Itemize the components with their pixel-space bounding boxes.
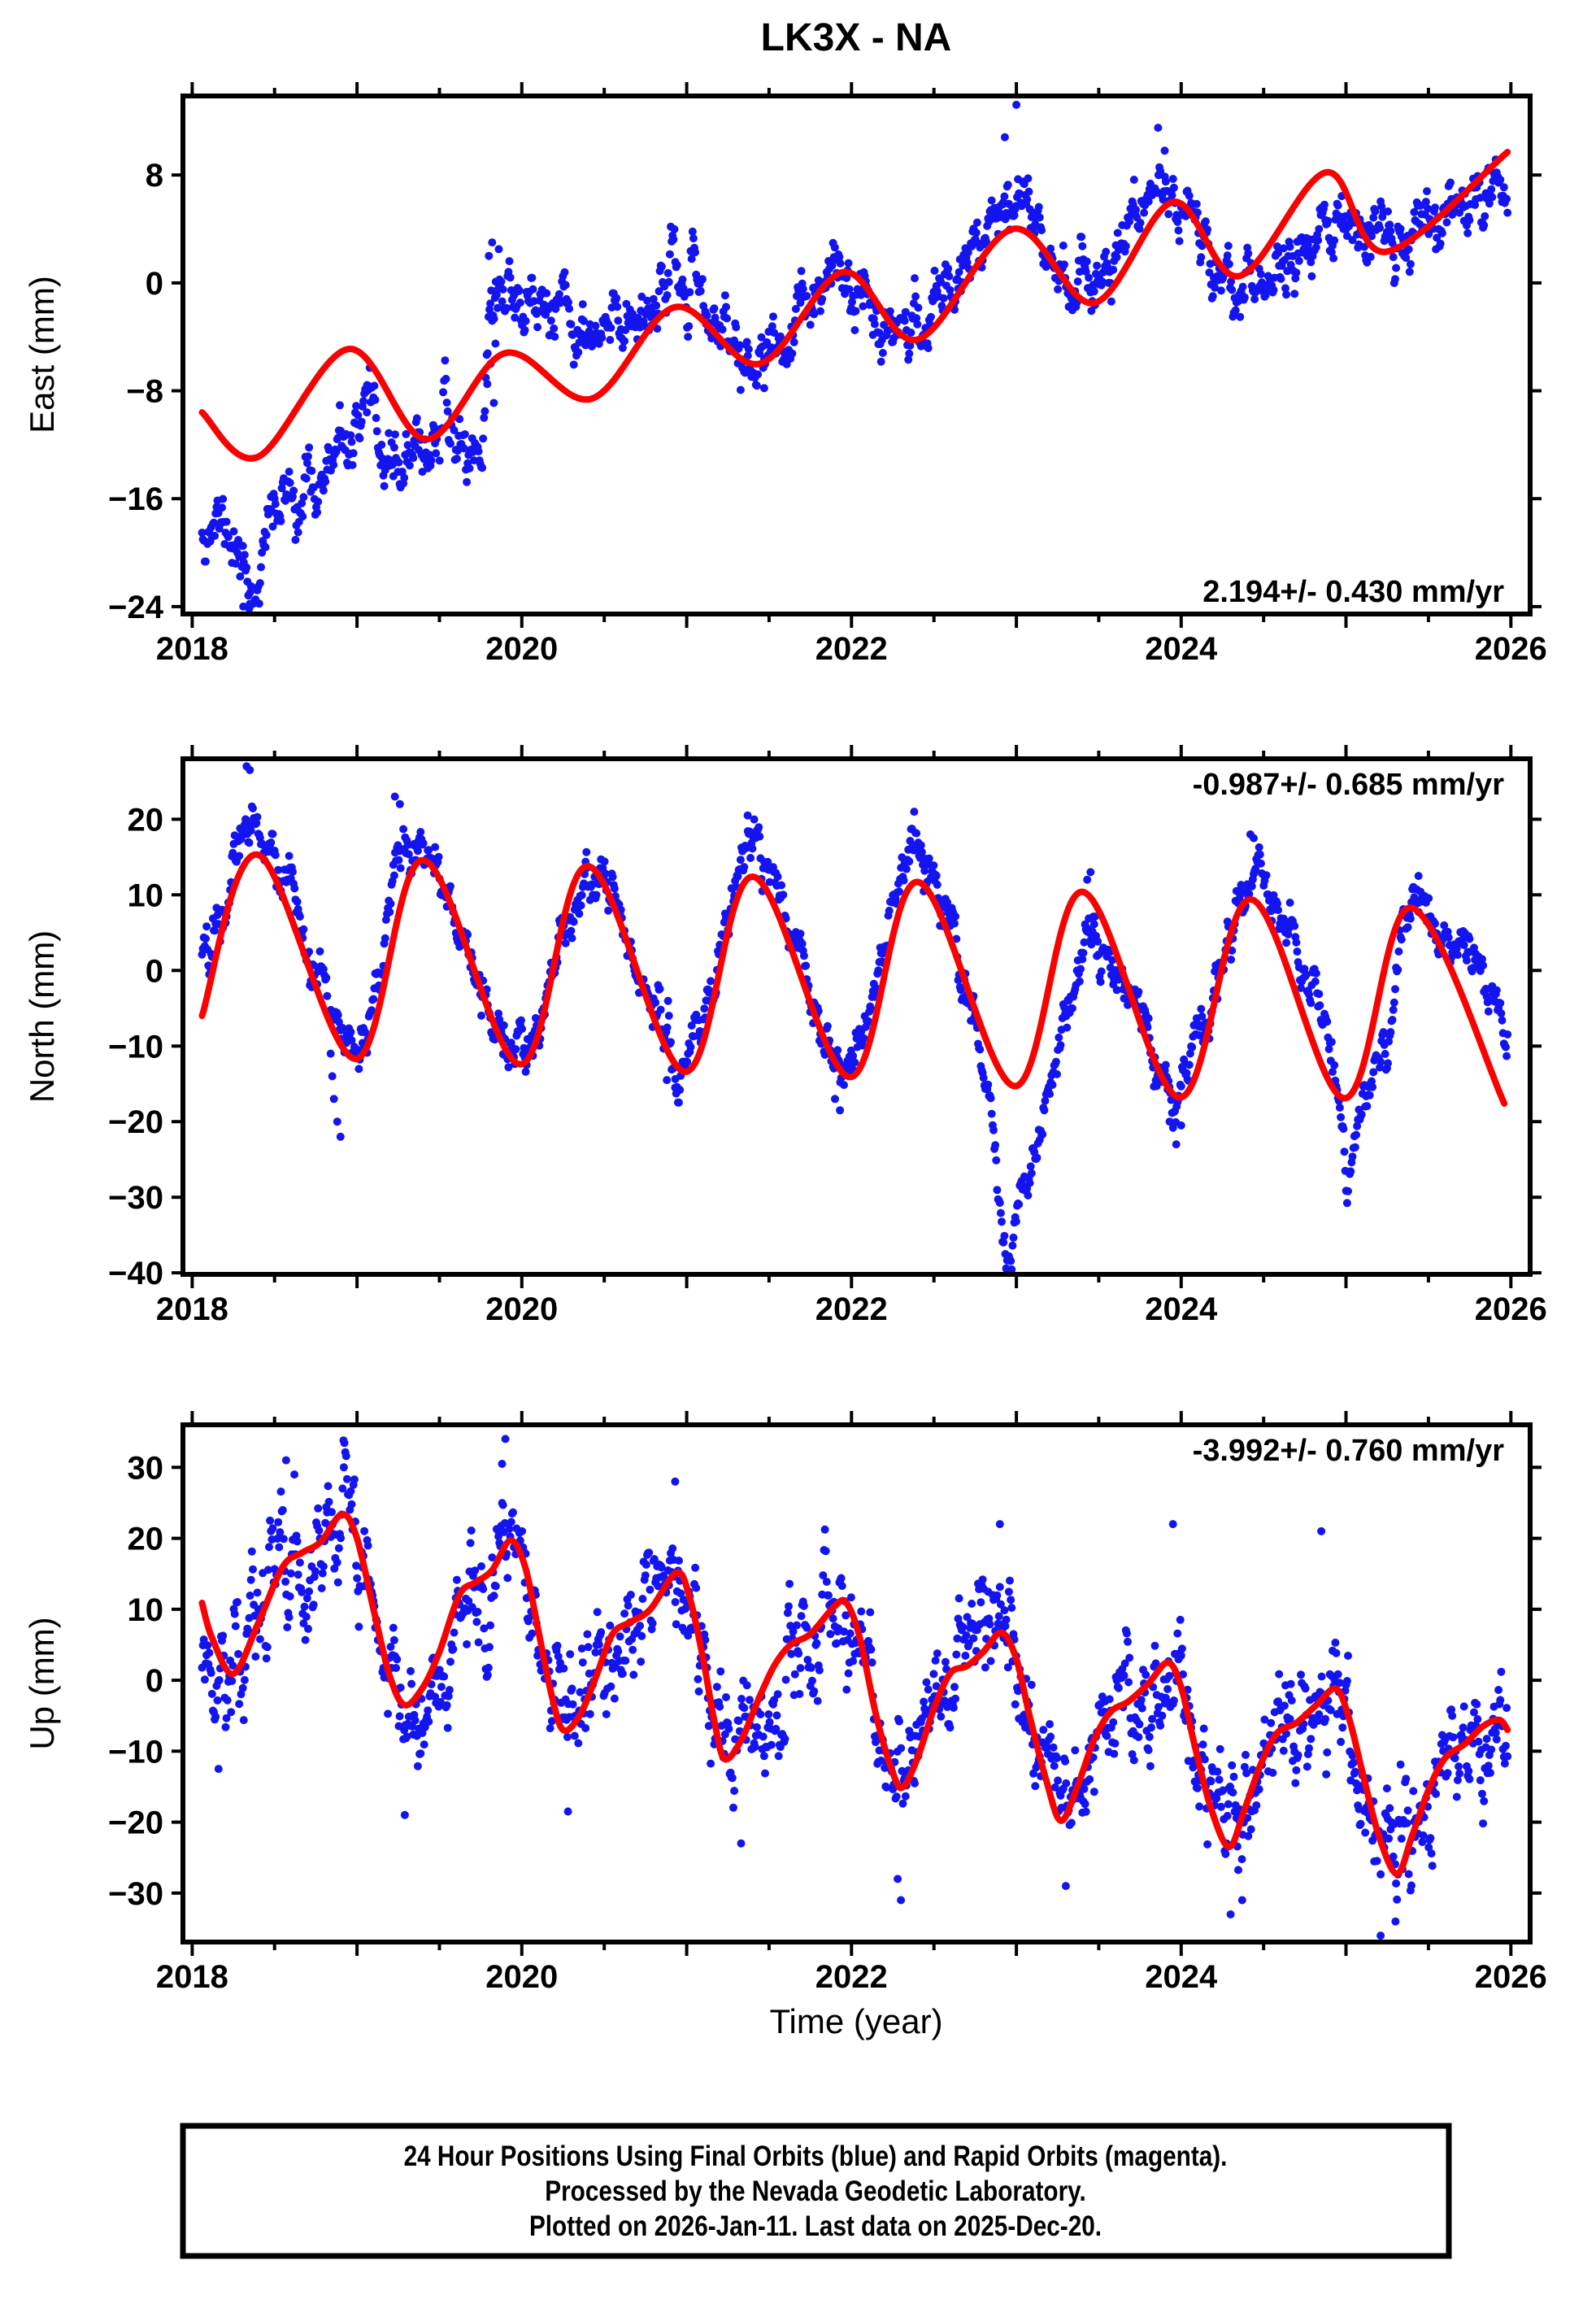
x-tick-label: 2018 [156, 1291, 228, 1327]
tick-labels: 2018 2020 2022 2024 2026 20 10 0 −10 −20 −30 −40 [108, 802, 1547, 1327]
y-tick-label: 8 [146, 158, 163, 194]
up-axis-label: Up (mm) [23, 1617, 61, 1749]
y-tick-label: 20 [128, 802, 164, 838]
caption-line-orbits: 24 Hour Positions Using Final Orbits (bl… [404, 2140, 1228, 2172]
y-tick-label: 0 [146, 266, 163, 302]
x-tick-label: 2024 [1145, 631, 1218, 667]
y-tick-label: −10 [108, 1029, 163, 1065]
x-tick-label: 2020 [485, 1959, 558, 1995]
y-tick-label: 20 [128, 1522, 164, 1557]
x-tick-label: 2024 [1145, 1959, 1218, 1995]
x-tick-label: 2022 [815, 1959, 888, 1995]
caption-box: 24 Hour Positions Using Final Orbits (bl… [180, 2123, 1452, 2259]
caption-line-processed-by: Processed by the Nevada Geodetic Laborat… [545, 2175, 1085, 2207]
x-tick-label: 2026 [1475, 1291, 1547, 1327]
y-tick-label: 10 [128, 877, 164, 913]
panel-up: 2018 2020 2022 2024 2026 30 20 10 0 −10 −20 −30 [108, 1411, 1547, 1995]
y-tick-label: 0 [146, 1663, 163, 1699]
east-rate-annotation: 2.194+/- 0.430 mm/yr [1202, 575, 1504, 609]
up-rate-annotation: -3.992+/- 0.760 mm/yr [1193, 1434, 1505, 1468]
east-axis-label: East (mm) [23, 276, 61, 433]
north-axis-label: North (mm) [23, 930, 61, 1103]
y-tick-label: −16 [108, 481, 163, 517]
tick-marks [172, 82, 1542, 628]
tick-labels: 2018 2020 2022 2024 2026 30 20 10 0 −10 −20 −30 [108, 1450, 1547, 1995]
panel-east: 2018 2020 2022 2024 2026 8 0 −8 −16 −24 [108, 82, 1547, 667]
x-tick-label: 2022 [815, 1291, 888, 1327]
time-axis-label: Time (year) [769, 2002, 942, 2040]
y-tick-label: 30 [128, 1450, 164, 1486]
y-tick-label: −10 [108, 1734, 163, 1770]
x-tick-label: 2026 [1475, 631, 1547, 667]
model-curve-north [198, 851, 1508, 1107]
x-tick-label: 2020 [485, 1291, 558, 1327]
plot-frame-up [180, 1422, 1533, 1944]
north-rate-annotation: -0.987+/- 0.685 mm/yr [1193, 768, 1505, 802]
panel-north: 2018 2020 2022 2024 2026 20 10 0 −10 −20 −30 −40 [108, 745, 1547, 1327]
model-curve-east [198, 149, 1511, 462]
y-tick-label: −30 [108, 1180, 163, 1216]
plot-frame-north [180, 756, 1533, 1277]
y-tick-label: 10 [128, 1592, 164, 1628]
y-tick-label: −20 [108, 1805, 163, 1841]
caption-box-border [180, 2123, 1452, 2259]
x-tick-label: 2018 [156, 631, 228, 667]
x-tick-label: 2022 [815, 631, 888, 667]
y-tick-label: −20 [108, 1104, 163, 1140]
y-tick-label: −30 [108, 1876, 163, 1912]
x-tick-label: 2024 [1145, 1291, 1218, 1327]
y-tick-label: −40 [108, 1256, 163, 1291]
x-tick-label: 2026 [1475, 1959, 1547, 1995]
y-tick-label: −24 [108, 590, 164, 625]
y-tick-label: −8 [126, 374, 163, 410]
x-tick-label: 2018 [156, 1959, 228, 1995]
x-tick-label: 2020 [485, 631, 558, 667]
tick-labels: 2018 2020 2022 2024 2026 8 0 −8 −16 −24 [108, 158, 1547, 667]
page-title: LK3X - NA [761, 16, 952, 59]
model-curve-up [198, 1510, 1511, 1878]
y-tick-label: 0 [146, 953, 163, 989]
caption-line-plotted-date: Plotted on 2026-Jan-11. Last data on 202… [529, 2210, 1102, 2242]
scatter-points-north [198, 762, 1512, 1274]
plot-frame-east [180, 94, 1533, 616]
